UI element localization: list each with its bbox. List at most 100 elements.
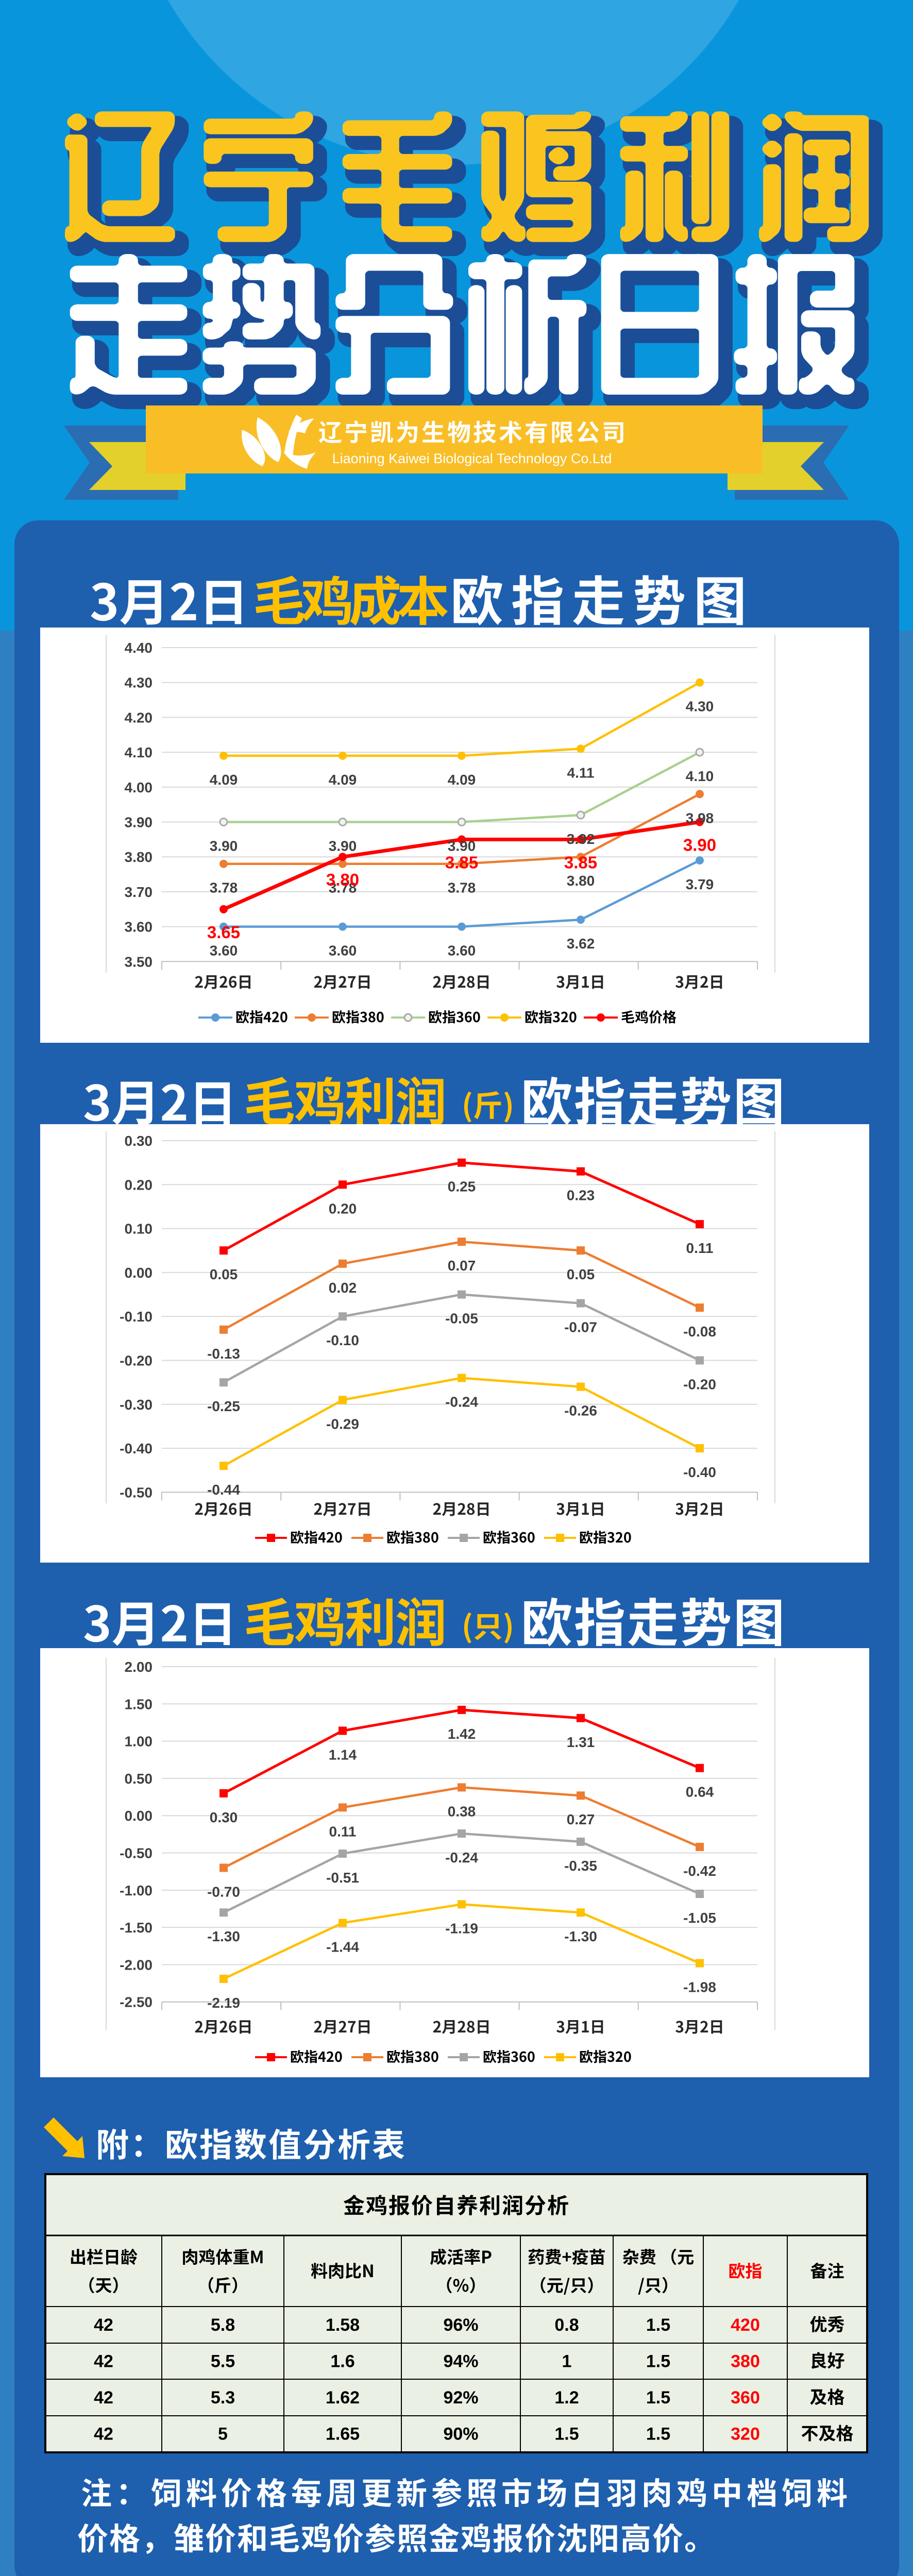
svg-text:1: 1 [562, 2352, 572, 2371]
svg-text:42: 42 [94, 2388, 113, 2408]
svg-text:0.05: 0.05 [210, 1266, 238, 1282]
svg-text:-0.05: -0.05 [445, 1311, 478, 1327]
svg-text:1.42: 1.42 [448, 1726, 476, 1742]
svg-text:3.78: 3.78 [448, 880, 476, 896]
svg-text:-0.20: -0.20 [683, 1377, 716, 1393]
svg-text:4.09: 4.09 [210, 772, 238, 788]
svg-text:-1.19: -1.19 [445, 1920, 478, 1936]
svg-text:3.90: 3.90 [683, 836, 716, 855]
svg-text:3.80: 3.80 [326, 870, 359, 889]
svg-text:0.50: 0.50 [125, 1771, 153, 1787]
svg-text:4.10: 4.10 [686, 768, 714, 784]
svg-text:-2.19: -2.19 [207, 1995, 240, 2011]
svg-text:0.00: 0.00 [125, 1808, 153, 1824]
svg-text:-2.50: -2.50 [120, 1994, 153, 2010]
svg-text:-1.00: -1.00 [120, 1883, 153, 1899]
svg-text:1.6: 1.6 [330, 2352, 354, 2371]
svg-text:3.62: 3.62 [567, 936, 595, 952]
svg-text:3.60: 3.60 [210, 943, 238, 959]
svg-text:5: 5 [218, 2425, 228, 2444]
svg-text:4.20: 4.20 [125, 709, 153, 725]
svg-text:3.60: 3.60 [448, 943, 476, 959]
svg-text:0.38: 0.38 [448, 1803, 476, 1819]
svg-text:-0.24: -0.24 [445, 1394, 478, 1410]
svg-text:0.07: 0.07 [448, 1258, 476, 1274]
svg-text:0.11: 0.11 [686, 1240, 714, 1256]
svg-text:3.78: 3.78 [210, 880, 238, 896]
svg-text:92%: 92% [443, 2388, 478, 2408]
svg-text:-0.13: -0.13 [207, 1346, 240, 1362]
svg-text:-2.00: -2.00 [120, 1957, 153, 1973]
svg-text:3.80: 3.80 [567, 873, 595, 889]
svg-text:-0.42: -0.42 [683, 1863, 716, 1879]
svg-text:5.5: 5.5 [211, 2352, 235, 2371]
svg-text:3.85: 3.85 [564, 853, 597, 872]
svg-text:5.8: 5.8 [211, 2315, 235, 2335]
svg-text:4.00: 4.00 [125, 779, 153, 795]
svg-text:0.25: 0.25 [448, 1179, 476, 1195]
svg-text:-0.35: -0.35 [564, 1858, 597, 1874]
svg-text:420: 420 [731, 2315, 760, 2335]
svg-text:-0.44: -0.44 [207, 1482, 240, 1498]
svg-text:-0.24: -0.24 [445, 1850, 478, 1866]
svg-text:0.23: 0.23 [567, 1188, 595, 1204]
svg-text:3.70: 3.70 [125, 884, 153, 900]
svg-text:4.30: 4.30 [125, 675, 153, 691]
svg-text:3.50: 3.50 [125, 954, 153, 970]
svg-text:0.27: 0.27 [567, 1811, 595, 1827]
svg-text:-0.08: -0.08 [683, 1324, 716, 1340]
svg-text:1.5: 1.5 [646, 2388, 670, 2408]
svg-text:-0.29: -0.29 [326, 1416, 359, 1432]
svg-text:3.90: 3.90 [329, 838, 357, 854]
svg-text:3.90: 3.90 [210, 838, 238, 854]
svg-text:90%: 90% [443, 2425, 478, 2444]
svg-text:0.00: 0.00 [125, 1265, 153, 1281]
svg-text:1.5: 1.5 [646, 2352, 670, 2371]
svg-text:1.00: 1.00 [125, 1734, 153, 1750]
svg-text:3.90: 3.90 [448, 838, 476, 854]
svg-text:1.50: 1.50 [125, 1696, 153, 1712]
svg-text:0.05: 0.05 [567, 1266, 595, 1282]
svg-text:-1.30: -1.30 [564, 1928, 597, 1944]
svg-text:0.30: 0.30 [125, 1133, 153, 1149]
svg-text:-0.50: -0.50 [120, 1845, 153, 1861]
svg-text:-1.05: -1.05 [683, 1910, 716, 1926]
svg-text:380: 380 [731, 2352, 760, 2371]
svg-text:-0.25: -0.25 [207, 1398, 240, 1414]
svg-text:1.65: 1.65 [326, 2425, 360, 2444]
svg-text:0.11: 0.11 [329, 1823, 357, 1839]
svg-text:1.14: 1.14 [329, 1747, 357, 1762]
svg-text:2.00: 2.00 [125, 1659, 153, 1675]
svg-text:3.78: 3.78 [329, 880, 357, 896]
svg-text:4.40: 4.40 [125, 640, 153, 656]
svg-text:360: 360 [731, 2388, 760, 2408]
svg-text:320: 320 [731, 2425, 760, 2444]
svg-text:1.5: 1.5 [554, 2425, 579, 2444]
svg-text:-0.30: -0.30 [120, 1397, 153, 1413]
svg-text:3.92: 3.92 [567, 831, 595, 847]
svg-text:-0.26: -0.26 [564, 1403, 597, 1419]
svg-text:-0.40: -0.40 [120, 1440, 153, 1456]
svg-text:42: 42 [94, 2352, 113, 2371]
svg-text:0.30: 0.30 [210, 1809, 238, 1825]
svg-text:1.58: 1.58 [326, 2315, 360, 2335]
svg-text:94%: 94% [443, 2352, 478, 2371]
svg-text:-0.50: -0.50 [120, 1484, 153, 1500]
svg-text:1.5: 1.5 [646, 2425, 670, 2444]
svg-text:-0.70: -0.70 [207, 1884, 240, 1900]
svg-text:42: 42 [94, 2425, 113, 2444]
svg-text:-1.50: -1.50 [120, 1920, 153, 1936]
svg-text:1.31: 1.31 [567, 1734, 595, 1750]
svg-text:3.80: 3.80 [125, 849, 153, 865]
svg-text:0.8: 0.8 [554, 2315, 579, 2335]
svg-text:1.2: 1.2 [554, 2388, 579, 2408]
svg-text:-0.51: -0.51 [326, 1870, 359, 1886]
svg-text:3.85: 3.85 [445, 853, 478, 872]
svg-text:4.11: 4.11 [567, 765, 595, 781]
svg-text:4.09: 4.09 [448, 772, 476, 788]
svg-text:0.20: 0.20 [329, 1200, 357, 1216]
svg-text:-1.98: -1.98 [683, 1979, 716, 1995]
svg-text:0.02: 0.02 [329, 1280, 357, 1296]
svg-text:-1.44: -1.44 [326, 1939, 359, 1955]
svg-text:4.30: 4.30 [686, 699, 714, 715]
